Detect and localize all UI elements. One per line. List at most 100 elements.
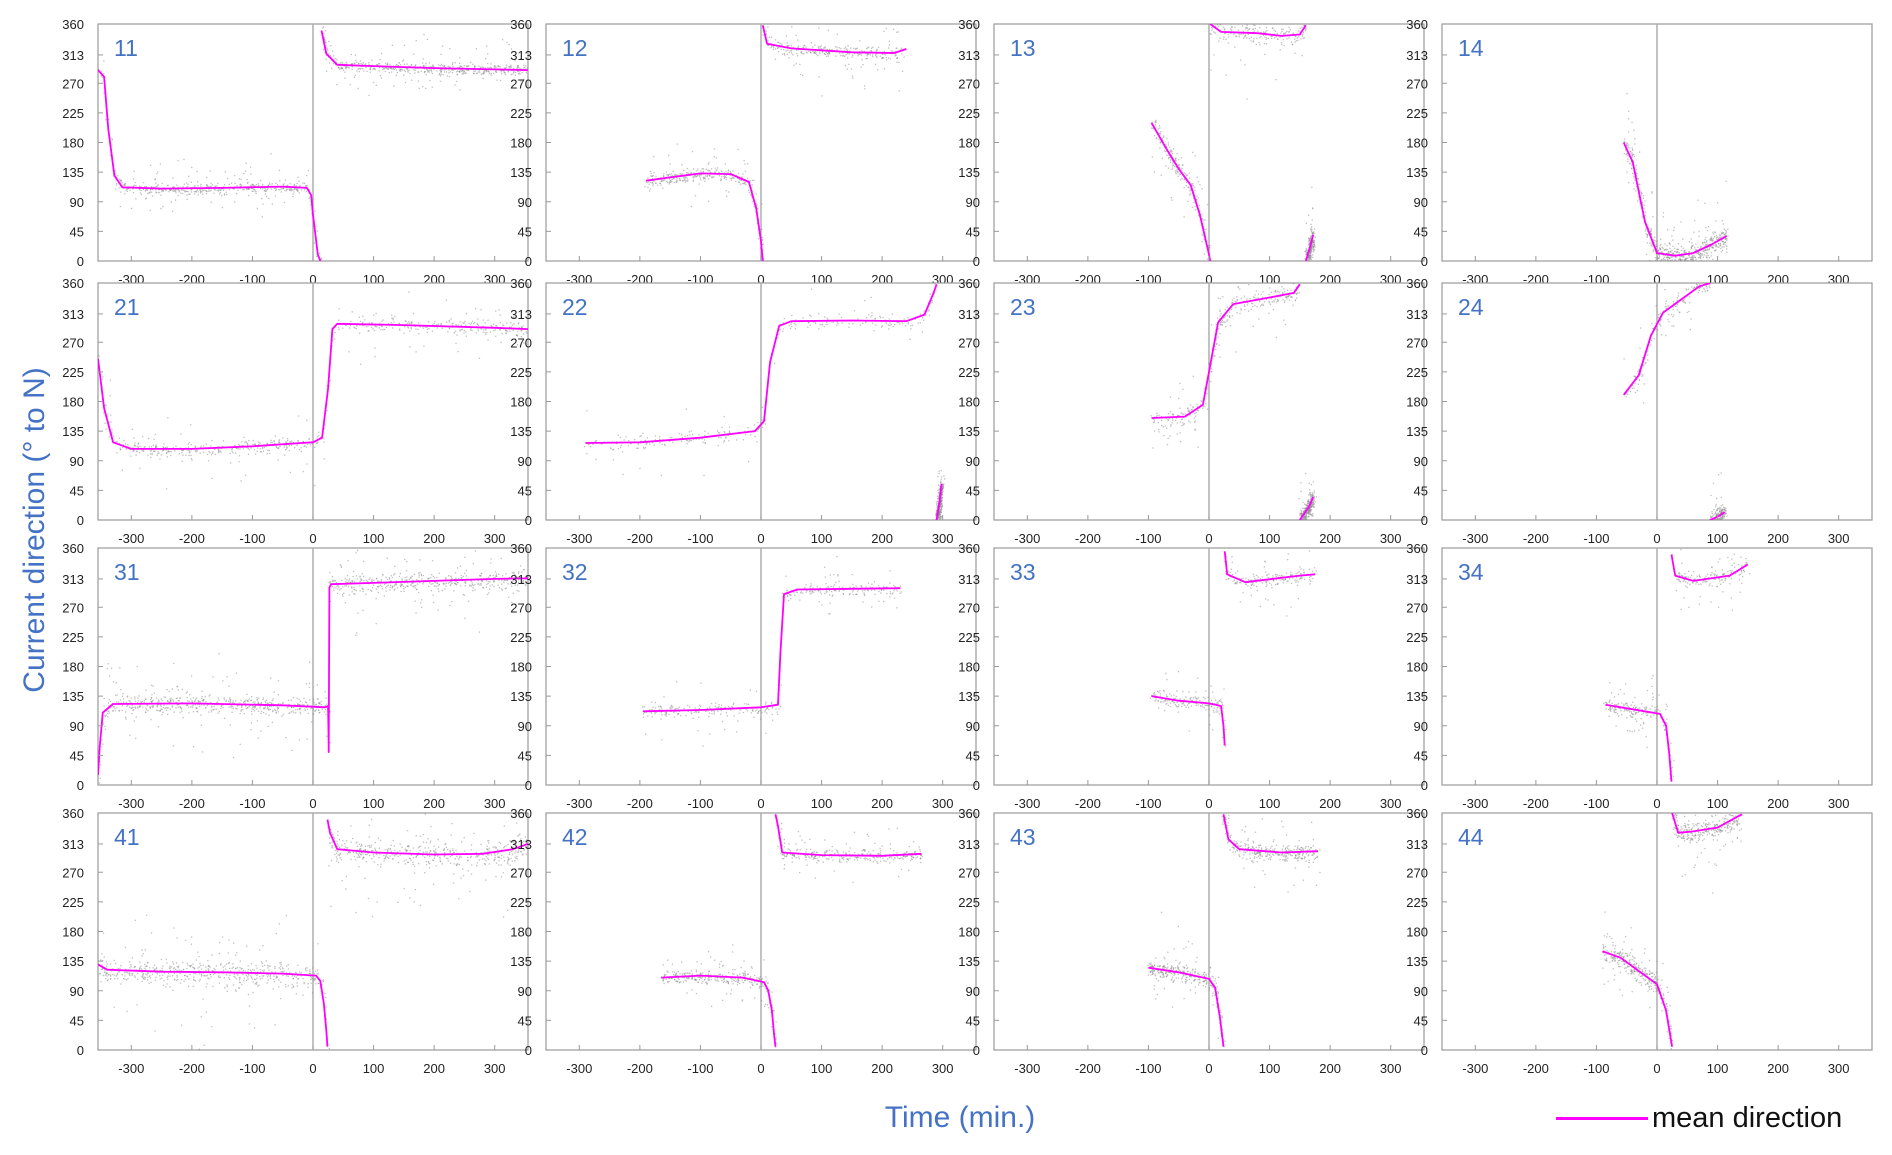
y-tick-label: 313: [510, 572, 532, 587]
y-tick-label: 225: [1406, 365, 1428, 380]
y-tick-label: 0: [77, 1043, 84, 1058]
panel-label: 42: [562, 824, 588, 850]
y-tick-label: 45: [70, 483, 84, 498]
x-tick-label: 200: [423, 1061, 445, 1076]
y-tick-label: 225: [1406, 106, 1428, 121]
y-tick-label: 225: [1406, 895, 1428, 910]
x-tick-label: -200: [1523, 531, 1549, 546]
y-tick-label: 0: [525, 254, 532, 269]
y-tick-label: 270: [510, 76, 532, 91]
mean-direction-line: [1299, 496, 1315, 520]
y-tick-label: 360: [510, 806, 532, 821]
x-tick-label: -200: [627, 1061, 653, 1076]
y-tick-label: 313: [510, 837, 532, 852]
x-tick-label: 100: [363, 531, 385, 546]
y-tick-label: 135: [1406, 165, 1428, 180]
y-tick-label: 45: [518, 483, 532, 498]
x-tick-label: 0: [1653, 796, 1660, 811]
x-tick-label: 0: [757, 796, 764, 811]
y-tick-label: 270: [1406, 76, 1428, 91]
y-tick-label: 0: [1421, 513, 1428, 528]
x-tick-label: -200: [1075, 531, 1101, 546]
y-tick-label: 270: [958, 600, 980, 615]
y-tick-label: 360: [1406, 806, 1428, 821]
x-tick-label: 100: [811, 796, 833, 811]
y-tick-label: 45: [70, 224, 84, 239]
mean-direction-line: [98, 69, 322, 261]
y-tick-label: 0: [973, 778, 980, 793]
y-tick-label: 135: [958, 424, 980, 439]
x-tick-label: 300: [1828, 1061, 1850, 1076]
mean-direction-line: [1671, 813, 1743, 834]
y-tick-label: 313: [1406, 307, 1428, 322]
x-tick-label: 300: [932, 796, 954, 811]
x-tick-label: 200: [871, 531, 893, 546]
x-tick-label: -300: [566, 1061, 592, 1076]
mean-direction-line: [1622, 142, 1728, 257]
y-tick-label: 0: [973, 1043, 980, 1058]
legend-label: mean direction: [1652, 1101, 1843, 1134]
x-tick-label: -100: [687, 1061, 713, 1076]
y-tick-label: 90: [1414, 719, 1428, 734]
x-tick-label: 200: [423, 796, 445, 811]
mean-direction-line: [585, 284, 938, 444]
mean-direction-line: [1223, 551, 1316, 584]
y-tick-label: 90: [70, 454, 84, 469]
x-tick-label: -200: [627, 531, 653, 546]
mean-direction-line: [326, 819, 528, 856]
x-tick-label: 300: [932, 1061, 954, 1076]
y-tick-label: 270: [958, 865, 980, 880]
y-tick-label: 45: [518, 224, 532, 239]
panel-label: 21: [114, 294, 140, 320]
y-tick-label: 0: [1421, 1043, 1428, 1058]
x-tick-label: 100: [1259, 531, 1281, 546]
mean-direction-line: [1605, 703, 1673, 782]
y-tick-label: 90: [518, 454, 532, 469]
y-tick-label: 313: [62, 48, 84, 63]
y-tick-label: 225: [958, 106, 980, 121]
y-tick-label: 90: [966, 454, 980, 469]
x-tick-label: 200: [1319, 1061, 1341, 1076]
y-tick-label: 0: [1421, 778, 1428, 793]
x-tick-label: 300: [1380, 796, 1402, 811]
x-tick-label: -100: [687, 531, 713, 546]
panel-label: 32: [562, 559, 588, 585]
y-tick-label: 180: [62, 660, 84, 675]
y-tick-label: 313: [1406, 572, 1428, 587]
y-tick-label: 180: [510, 395, 532, 410]
x-tick-label: -300: [1014, 796, 1040, 811]
y-tick-label: 270: [958, 335, 980, 350]
x-tick-label: 100: [1707, 1061, 1729, 1076]
mean-direction-line: [1151, 695, 1226, 746]
y-tick-label: 225: [958, 365, 980, 380]
y-tick-label: 313: [62, 572, 84, 587]
panel-label: 24: [1458, 294, 1484, 320]
legend: mean direction: [1556, 1100, 1842, 1136]
x-tick-label: -100: [687, 796, 713, 811]
panel-label: 44: [1458, 824, 1484, 850]
y-tick-label: 270: [510, 865, 532, 880]
y-tick-label: 270: [510, 335, 532, 350]
x-tick-label: 200: [1767, 531, 1789, 546]
panel-23: 0 45 90 135 180 225 270 313 360 -300 -200 -100 0 100 2…: [958, 276, 1425, 546]
x-tick-label: -300: [1014, 1061, 1040, 1076]
x-tick-label: -100: [239, 531, 265, 546]
y-tick-label: 45: [70, 1013, 84, 1028]
y-tick-label: 313: [958, 307, 980, 322]
panel-label: 41: [114, 824, 140, 850]
y-tick-label: 180: [958, 395, 980, 410]
x-tick-label: 300: [1828, 796, 1850, 811]
y-tick-label: 360: [958, 806, 980, 821]
y-tick-label: 180: [958, 136, 980, 151]
panel-43: 0 45 90 135 180 225 270 313 360 -300 -200 -100 0 100 2…: [958, 806, 1425, 1076]
y-tick-label: 270: [62, 600, 84, 615]
y-tick-label: 360: [958, 276, 980, 291]
y-tick-label: 90: [70, 984, 84, 999]
y-tick-label: 90: [70, 719, 84, 734]
panel-label: 31: [114, 559, 140, 585]
y-tick-label: 225: [958, 630, 980, 645]
y-tick-label: 313: [62, 837, 84, 852]
x-tick-label: 0: [757, 272, 764, 287]
y-tick-label: 313: [958, 837, 980, 852]
